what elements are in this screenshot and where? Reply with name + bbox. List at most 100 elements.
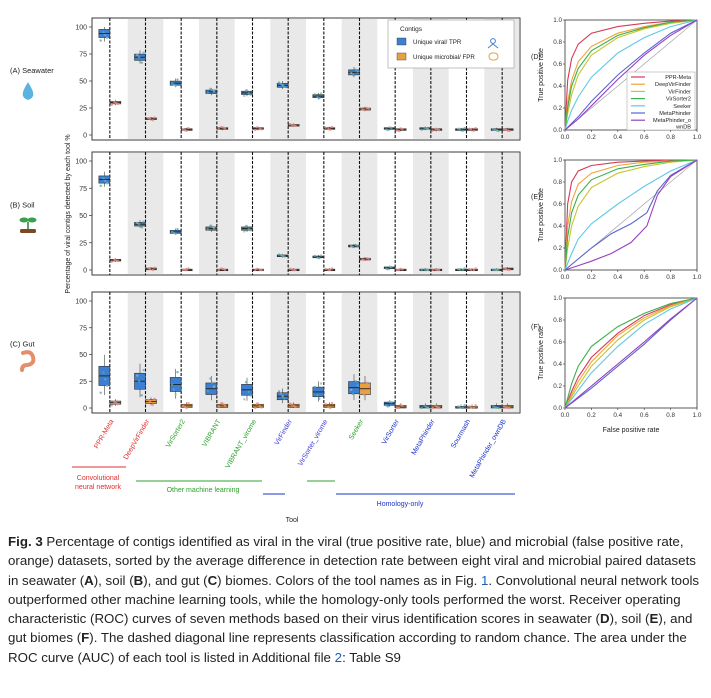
fpr-point: [255, 267, 259, 270]
fpr-point: [260, 128, 263, 131]
fpr-point: [254, 268, 257, 272]
tpr-point: [491, 268, 495, 271]
roc-x-tick-label: 0.0: [561, 274, 570, 281]
caption-text-8: ). The dashed diagonal line represents c…: [8, 630, 687, 665]
tpr-point: [318, 97, 321, 100]
fpr-point: [472, 268, 475, 272]
fpr-point: [506, 406, 509, 410]
fpr-point: [468, 127, 471, 130]
fpr-point: [288, 402, 292, 405]
tpr-point: [140, 61, 143, 64]
roc-y-tick-label: 0.8: [553, 39, 562, 46]
tpr-point: [247, 390, 250, 393]
roc-y-tick-label: 1.0: [553, 157, 562, 164]
roc-curve: [564, 159, 697, 271]
fpr-point: [502, 405, 506, 408]
fpr-point: [185, 406, 188, 410]
tpr-point: [136, 221, 139, 225]
fpr-point: [185, 129, 188, 133]
cnn-group-label-line2: neural network: [75, 484, 121, 491]
fpr-point: [395, 406, 399, 410]
tpr-point: [211, 381, 214, 384]
roc-y-tick-label: 0.0: [553, 127, 562, 134]
leaf-right-icon: [27, 217, 37, 223]
roc-legend-label: MetaPhinder: [659, 111, 691, 117]
roc-x-tick-label: 0.4: [613, 412, 622, 419]
roc-y-tick-label: 0.4: [553, 83, 562, 90]
fpr-point: [365, 106, 368, 110]
tpr-point: [243, 94, 246, 98]
fpr-point: [431, 129, 434, 133]
tpr-point: [281, 395, 284, 398]
tpr-point: [142, 368, 145, 372]
roc-panel-2: 0.00.0 0.2 0.2 0.4 0.4 0.6 0.6 0.8 0.8 1.0 1.0 True…: [531, 157, 702, 281]
tpr-point: [102, 371, 105, 374]
roc-x-tick-label: 0.8: [666, 274, 675, 281]
fpr-point: [151, 119, 154, 122]
other-ml-group-label: Other machine learning: [167, 487, 240, 494]
tpr-point: [354, 243, 357, 247]
fpr-point: [254, 128, 257, 132]
fpr-point: [329, 406, 332, 410]
roc-x-tick-label: 0.8: [666, 134, 675, 141]
tpr-point: [318, 397, 321, 400]
roc-y-tick-label: 0.6: [553, 201, 562, 208]
roc-legend-label-cont: wnDB: [675, 124, 691, 130]
fpr-point: [258, 127, 261, 131]
tpr-point: [249, 394, 252, 397]
fpr-point: [508, 129, 511, 133]
tpr-point: [458, 406, 462, 409]
caption-fig-ref-link[interactable]: 1: [481, 572, 489, 588]
caption-text-4: ) biomes. Colors of the tool names as in…: [217, 572, 482, 588]
fpr-point: [181, 268, 185, 272]
tpr-point: [104, 378, 107, 381]
y-tick-label: 75: [79, 52, 87, 59]
roc-y-tick-label: 0.2: [553, 105, 562, 112]
fpr-point: [220, 401, 223, 405]
tpr-point: [102, 177, 105, 180]
roc-legend-label: Seeker: [673, 104, 691, 110]
roc-y-tick-label: 1.0: [553, 17, 562, 24]
tpr-point: [211, 88, 214, 92]
caption-file-ref-link[interactable]: 2: [334, 649, 343, 665]
roc-y-tick-label: 0.8: [553, 179, 562, 186]
tpr-point: [318, 256, 321, 260]
fpr-point: [330, 267, 334, 270]
tool-label: VIBRANT: [201, 418, 223, 448]
tpr-point: [491, 128, 495, 131]
roc-curve: [564, 297, 698, 409]
tpr-point: [463, 126, 466, 130]
tpr-point: [420, 128, 423, 131]
fpr-point: [327, 268, 330, 272]
fpr-point: [260, 406, 263, 409]
y-tick-label: 50: [79, 213, 87, 220]
fpr-point: [181, 404, 185, 408]
fpr-point: [472, 406, 475, 410]
y-tick-label: 50: [79, 79, 87, 86]
cnn-group-label-line1: Convolutional: [77, 475, 120, 482]
fpr-point: [362, 108, 366, 112]
tpr-point: [356, 384, 359, 387]
box-plot-panels: 0 25 50 75 100 (A) Seawater 0 25 50 75 100 (B) Soil…: [10, 17, 521, 414]
tpr-point: [212, 89, 216, 93]
fpr-point: [294, 124, 297, 128]
fpr-point: [151, 268, 154, 272]
fpr-point: [113, 100, 116, 104]
tpr-point: [316, 394, 319, 397]
fpr-point: [367, 107, 370, 110]
fpr-point: [399, 267, 402, 270]
fpr-point: [147, 399, 150, 402]
roc-x-tick-label: 0.2: [587, 274, 596, 281]
fpr-point: [367, 257, 370, 260]
tpr-point: [384, 267, 388, 270]
panel-border: [91, 151, 521, 276]
tpr-point: [351, 392, 355, 396]
tpr-point: [99, 39, 102, 42]
panel-letter: (F): [531, 324, 540, 331]
caption-text-7: ), and gut biomes (: [8, 611, 693, 646]
legend-title: Contigs: [400, 26, 423, 33]
tpr-point: [99, 391, 102, 394]
fpr-point: [223, 127, 227, 130]
tpr-point: [244, 225, 248, 228]
tpr-point: [136, 374, 139, 377]
